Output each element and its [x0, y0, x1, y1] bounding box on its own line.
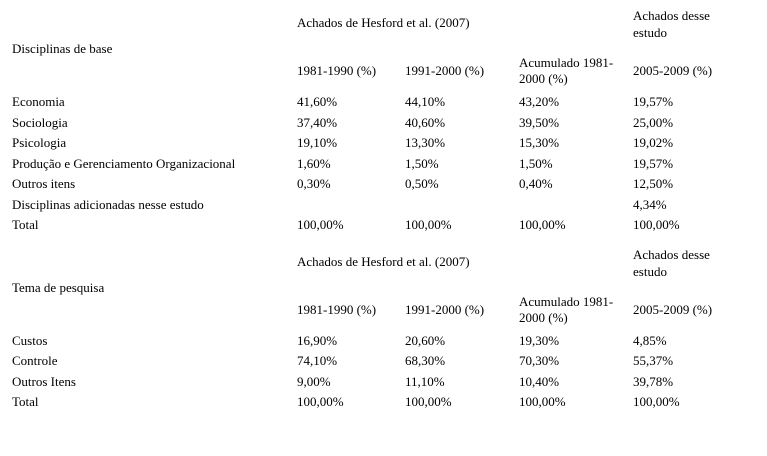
- cell-value: 10,40%: [519, 373, 560, 389]
- cell-value: 0,40%: [519, 176, 553, 191]
- cell-value: 39,50%: [519, 114, 560, 130]
- table-row: Outros itens 0,30% 0,50% 0,40% 12,50%: [12, 174, 767, 195]
- cell-value: 19,10%: [297, 135, 338, 150]
- cell-value: 39,78%: [633, 373, 674, 389]
- cell-value: 0,30%: [297, 176, 331, 191]
- cell-value: 15,30%: [519, 135, 560, 150]
- row-label: Produção e Gerenciamento Organizacional: [12, 155, 236, 171]
- table-row-total: Total 100,00% 100,00% 100,00% 100,00%: [12, 215, 767, 236]
- cell-value: 0,50%: [405, 176, 439, 191]
- cell-value: 68,30%: [405, 353, 446, 368]
- group-header-hesford: Achados de Hesford et al. (2007): [297, 15, 470, 30]
- row-label: Total: [12, 394, 39, 409]
- cell-value: 100,00%: [297, 217, 344, 232]
- table-row: Sociologia 37,40% 40,60% 39,50% 25,00%: [12, 113, 767, 134]
- cell-value: 4,85%: [633, 332, 667, 348]
- col-header-1981-1990: 1981-1990 (%): [297, 301, 377, 317]
- row-label: Sociologia: [12, 114, 68, 130]
- row-label: Custos: [12, 332, 48, 348]
- table-disciplinas-de-base: Disciplinas de base Achados de Hesford e…: [12, 6, 767, 236]
- group-header-this-study: Achados desse estudo: [633, 8, 710, 40]
- table-row: Custos 16,90% 20,60% 19,30% 4,85%: [12, 331, 767, 352]
- col-header-2005-2009: 2005-2009 (%): [633, 301, 713, 317]
- row-label: Psicologia: [12, 135, 67, 150]
- row-label: Outros itens: [12, 176, 76, 191]
- cell-value: 100,00%: [297, 394, 344, 409]
- cell-value: 1,60%: [297, 155, 331, 171]
- cell-value: 19,57%: [633, 94, 674, 109]
- row-label: Total: [12, 217, 39, 232]
- row-label: Economia: [12, 94, 65, 109]
- cell-value: 41,60%: [297, 94, 338, 109]
- cell-value: 70,30%: [519, 353, 560, 368]
- period-header-row: 1981-1990 (%) 1991-2000 (%) Acumulado 19…: [12, 289, 767, 331]
- period-header-row: 1981-1990 (%) 1991-2000 (%) Acumulado 19…: [12, 50, 767, 92]
- cell-value: 16,90%: [297, 332, 338, 348]
- col-header-2005-2009: 2005-2009 (%): [633, 63, 713, 78]
- table-header: Disciplinas de base Achados de Hesford e…: [12, 6, 767, 92]
- table-row: Psicologia 19,10% 13,30% 15,30% 19,02%: [12, 133, 767, 154]
- table-header: Tema de pesquisa Achados de Hesford et a…: [12, 245, 767, 331]
- table-row-total: Total 100,00% 100,00% 100,00% 100,00%: [12, 392, 767, 413]
- row-label: Controle: [12, 353, 58, 368]
- cell-value: 19,30%: [519, 332, 560, 348]
- row-header-title: Tema de pesquisa: [12, 279, 105, 295]
- cell-value: 40,60%: [405, 114, 446, 130]
- cell-value: 19,02%: [633, 135, 674, 150]
- row-label: Disciplinas adicionadas nesse estudo: [12, 196, 204, 212]
- cell-value: 74,10%: [297, 353, 338, 368]
- table-row: Outros Itens 9,00% 11,10% 10,40% 39,78%: [12, 372, 767, 393]
- cell-value: 100,00%: [633, 394, 680, 409]
- table-tema-de-pesquisa: Tema de pesquisa Achados de Hesford et a…: [12, 245, 767, 413]
- cell-value: 37,40%: [297, 114, 338, 130]
- cell-value: 55,37%: [633, 353, 674, 368]
- table-row: Disciplinas adicionadas nesse estudo 4,3…: [12, 195, 767, 216]
- cell-value: 100,00%: [519, 394, 566, 409]
- cell-value: 11,10%: [405, 373, 445, 389]
- cell-value: 100,00%: [405, 394, 452, 409]
- cell-value: 13,30%: [405, 135, 446, 150]
- col-header-acumulado: Acumulado 1981-2000 (%): [519, 55, 614, 86]
- table-row: Economia 41,60% 44,10% 43,20% 19,57%: [12, 92, 767, 113]
- cell-value: 43,20%: [519, 94, 560, 109]
- cell-value: 25,00%: [633, 114, 674, 130]
- group-header-this-study: Achados desse estudo: [633, 246, 710, 279]
- cell-value: 12,50%: [633, 176, 674, 191]
- cell-value: 20,60%: [405, 332, 446, 348]
- row-header-title: Disciplinas de base: [12, 41, 113, 56]
- table-row: Controle 74,10% 68,30% 70,30% 55,37%: [12, 351, 767, 372]
- cell-value: 1,50%: [405, 155, 439, 171]
- cell-value: 9,00%: [297, 373, 331, 389]
- cell-value: 44,10%: [405, 94, 446, 109]
- row-label: Outros Itens: [12, 373, 76, 389]
- cell-value: 100,00%: [405, 217, 452, 232]
- group-header-hesford: Achados de Hesford et al. (2007): [297, 253, 470, 269]
- table-row: Produção e Gerenciamento Organizacional …: [12, 154, 767, 175]
- col-header-1981-1990: 1981-1990 (%): [297, 63, 377, 78]
- cell-value: 19,57%: [633, 155, 674, 171]
- col-header-acumulado: Acumulado 1981-2000 (%): [519, 293, 614, 325]
- cell-value: 4,34%: [633, 196, 667, 212]
- cell-value: 100,00%: [633, 217, 680, 232]
- col-header-1991-2000: 1991-2000 (%): [405, 301, 485, 317]
- col-header-1991-2000: 1991-2000 (%): [405, 63, 485, 78]
- cell-value: 100,00%: [519, 217, 566, 232]
- cell-value: 1,50%: [519, 155, 553, 171]
